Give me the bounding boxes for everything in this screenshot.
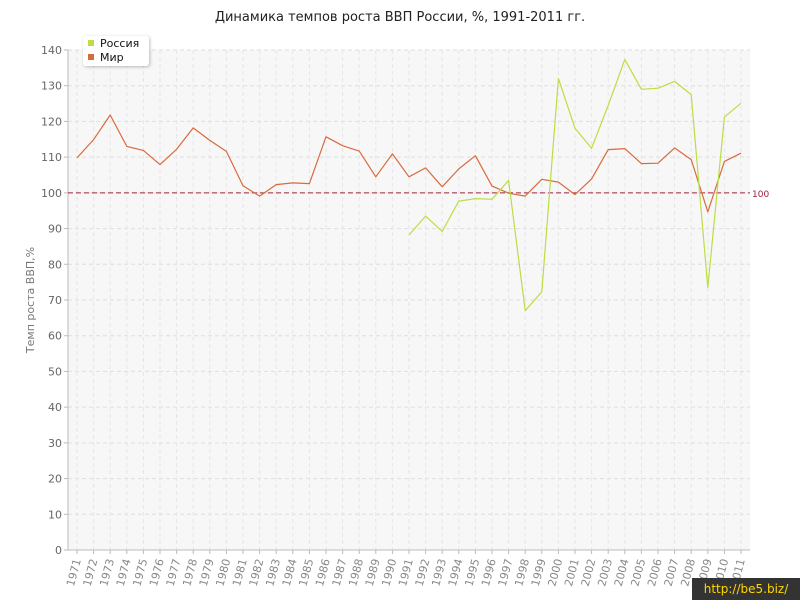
y-tick-label: 110 bbox=[41, 151, 62, 164]
y-tick-label: 120 bbox=[41, 115, 62, 128]
y-axis-title: Темп роста ВВП,% bbox=[24, 247, 37, 354]
y-tick-label: 90 bbox=[48, 223, 62, 236]
plot-area bbox=[68, 50, 750, 550]
legend-item-world[interactable]: Мир bbox=[83, 50, 149, 64]
legend: Россия Мир bbox=[83, 36, 149, 66]
y-tick-label: 40 bbox=[48, 401, 62, 414]
y-tick-label: 70 bbox=[48, 294, 62, 307]
y-tick-label: 80 bbox=[48, 258, 62, 271]
y-tick-label: 20 bbox=[48, 473, 62, 486]
chart-title: Динамика темпов роста ВВП России, %, 199… bbox=[214, 10, 586, 25]
y-tick-label: 10 bbox=[48, 508, 62, 521]
legend-swatch-russia bbox=[88, 40, 94, 46]
reference-line-label: 100 bbox=[752, 190, 769, 200]
y-tick-label: 130 bbox=[41, 80, 62, 93]
y-tick-label: 100 bbox=[41, 187, 62, 200]
legend-swatch-world bbox=[88, 54, 94, 60]
legend-label-russia: Россия bbox=[100, 36, 140, 50]
y-tick-label: 140 bbox=[41, 44, 62, 57]
legend-label-world: Мир bbox=[100, 50, 124, 64]
series-line-world bbox=[76, 114, 742, 213]
y-tick-label: 60 bbox=[48, 330, 62, 343]
watermark-link[interactable]: http://be5.biz/ bbox=[692, 578, 800, 600]
legend-item-russia[interactable]: Россия bbox=[83, 36, 149, 50]
series-line-russia bbox=[408, 58, 742, 312]
y-tick-label: 0 bbox=[55, 544, 62, 557]
y-tick-label: 30 bbox=[48, 437, 62, 450]
y-tick-label: 50 bbox=[48, 365, 62, 378]
